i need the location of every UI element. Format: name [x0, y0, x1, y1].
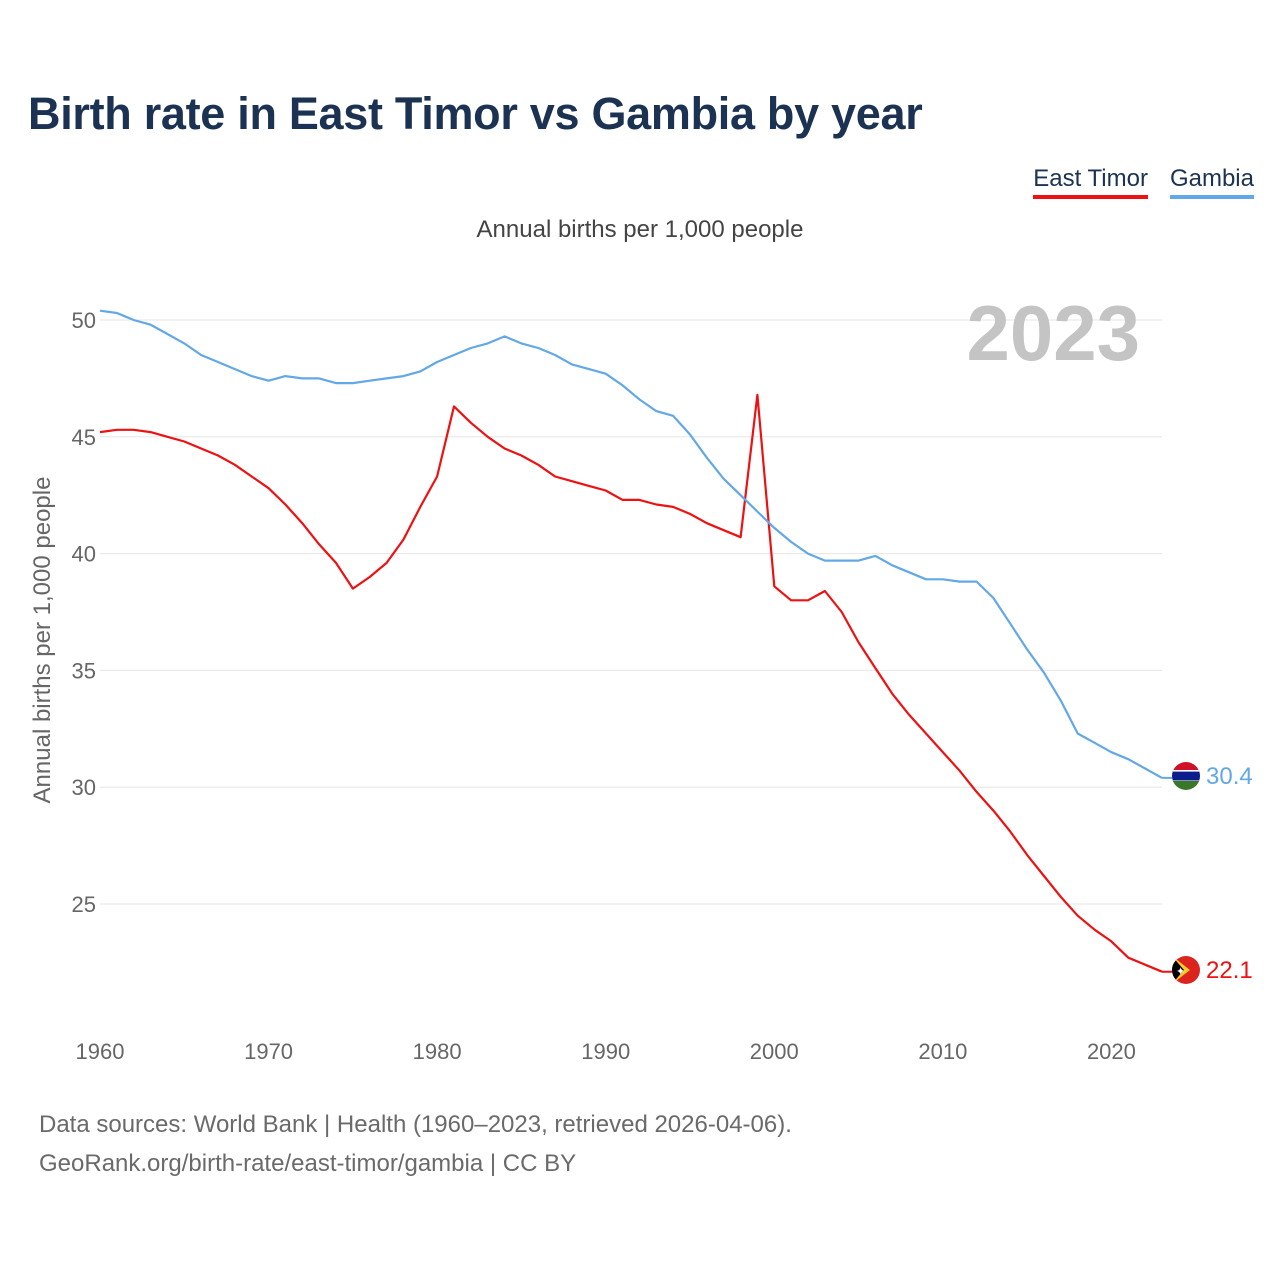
chart-title: Birth rate in East Timor vs Gambia by ye…: [28, 88, 923, 139]
x-tick-label: 1980: [413, 1039, 462, 1064]
x-tick-label: 2010: [918, 1039, 967, 1064]
x-tick-label: 1960: [76, 1039, 125, 1064]
y-tick-label: 50: [72, 308, 96, 333]
series-line-east-timor[interactable]: [99, 393, 1163, 973]
gambia-end-value: 30.4: [1206, 763, 1253, 790]
chart-subtitle: Annual births per 1,000 people: [476, 216, 804, 243]
y-tick-label: 45: [72, 425, 96, 450]
y-tick-label: 30: [72, 775, 96, 800]
legend-item-east-timor[interactable]: East Timor: [1033, 165, 1148, 199]
east-timor-flag-icon: ✦: [1172, 956, 1200, 984]
y-tick-label: 40: [72, 542, 96, 567]
x-tick-label: 1990: [581, 1039, 630, 1064]
x-tick-label: 2000: [750, 1039, 799, 1064]
y-tick-label: 25: [72, 892, 96, 917]
data-source-note: Data sources: World Bank | Health (1960–…: [39, 1111, 792, 1138]
year-label: 2023: [966, 289, 1140, 377]
east-timor-end-value: 22.1: [1206, 957, 1253, 984]
svg-text:✦: ✦: [1176, 965, 1185, 978]
y-axis-label: Annual births per 1,000 people: [29, 477, 56, 804]
series-line-gambia[interactable]: [99, 309, 1163, 779]
footer: Data sources: World Bank | Health (1960–…: [39, 1105, 792, 1183]
x-axis-ticks: 1960 1970 1980 1990 2000 2010 2020: [76, 1039, 1136, 1064]
x-tick-label: 2020: [1087, 1039, 1136, 1064]
y-tick-label: 35: [72, 658, 96, 683]
gridlines: [100, 319, 1162, 905]
legend: East Timor Gambia: [1033, 165, 1254, 199]
x-tick-label: 1970: [244, 1039, 293, 1064]
series-lines: [99, 309, 1172, 973]
source-url[interactable]: GeoRank.org/birth-rate/east-timor/gambia…: [39, 1150, 577, 1177]
legend-item-gambia[interactable]: Gambia: [1169, 165, 1254, 199]
y-axis-ticks: 25 30 35 40 45 50: [72, 308, 96, 917]
gambia-flag-icon: [1172, 762, 1200, 790]
